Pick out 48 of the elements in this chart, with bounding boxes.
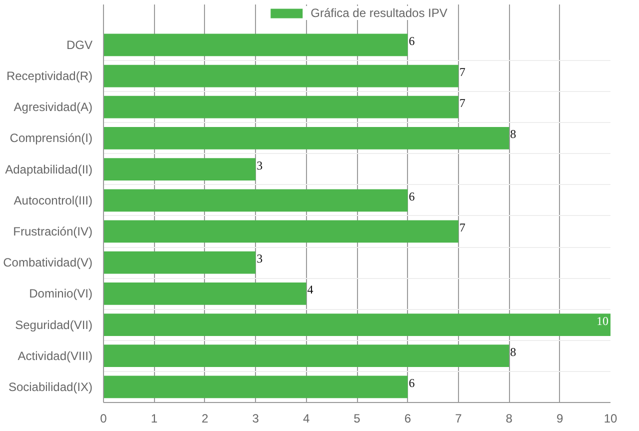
x-tick-label: 3 bbox=[252, 412, 260, 426]
data-label: 7 bbox=[459, 96, 466, 110]
x-tick-label: 6 bbox=[404, 412, 412, 426]
bar bbox=[104, 376, 408, 398]
x-tick-label: 0 bbox=[100, 412, 108, 426]
data-label: 8 bbox=[510, 344, 516, 359]
data-label: 6 bbox=[408, 189, 415, 204]
y-tick-label: Autocontrol(III) bbox=[14, 193, 93, 208]
y-tick-label: Sociabilidad(IX) bbox=[8, 380, 93, 394]
x-tick-label: 5 bbox=[354, 412, 361, 426]
x-tick-label: 4 bbox=[302, 412, 310, 426]
y-tick-label: Comprensión(I) bbox=[10, 131, 93, 146]
x-tick-label: 9 bbox=[556, 412, 564, 426]
bar bbox=[104, 189, 408, 212]
bar bbox=[104, 314, 610, 336]
data-label: 6 bbox=[408, 34, 415, 48]
y-tick-label: Seguridad(VII) bbox=[15, 318, 93, 332]
y-tick-label: Combatividad(V) bbox=[3, 256, 93, 270]
data-label: 10 bbox=[596, 314, 608, 328]
y-tick-label: Actividad(VIII) bbox=[18, 348, 93, 363]
bar bbox=[104, 344, 510, 368]
data-label: 7 bbox=[459, 220, 466, 234]
bar bbox=[104, 127, 510, 150]
x-tick-label: 10 bbox=[604, 412, 618, 426]
y-tick-label: Dominio(VI) bbox=[29, 286, 93, 301]
x-tick-label: 1 bbox=[150, 412, 158, 426]
data-label: 8 bbox=[510, 127, 516, 142]
bar bbox=[104, 251, 256, 274]
data-label: 4 bbox=[307, 282, 314, 297]
y-tick-label: Adaptabilidad(II) bbox=[5, 162, 93, 176]
x-tick-label: 8 bbox=[506, 412, 513, 426]
y-tick-label: Frustración(IV) bbox=[13, 224, 93, 238]
data-label: 3 bbox=[256, 252, 263, 266]
y-tick-label: DGV bbox=[66, 38, 93, 52]
data-label: 6 bbox=[408, 376, 415, 390]
x-tick-label: 2 bbox=[202, 412, 209, 426]
legend-label: Gráfica de resultados IPV bbox=[310, 6, 448, 20]
data-label: 7 bbox=[459, 65, 466, 80]
data-label: 3 bbox=[256, 158, 263, 172]
bar bbox=[104, 64, 458, 88]
bar bbox=[104, 282, 306, 305]
y-tick-label: Agresividad(A) bbox=[14, 100, 93, 114]
bar bbox=[104, 96, 458, 118]
bar bbox=[104, 34, 408, 56]
bar bbox=[104, 220, 458, 243]
bar bbox=[104, 158, 256, 180]
y-tick-label: Receptividad(R) bbox=[6, 69, 93, 84]
x-tick-label: 7 bbox=[455, 412, 462, 426]
